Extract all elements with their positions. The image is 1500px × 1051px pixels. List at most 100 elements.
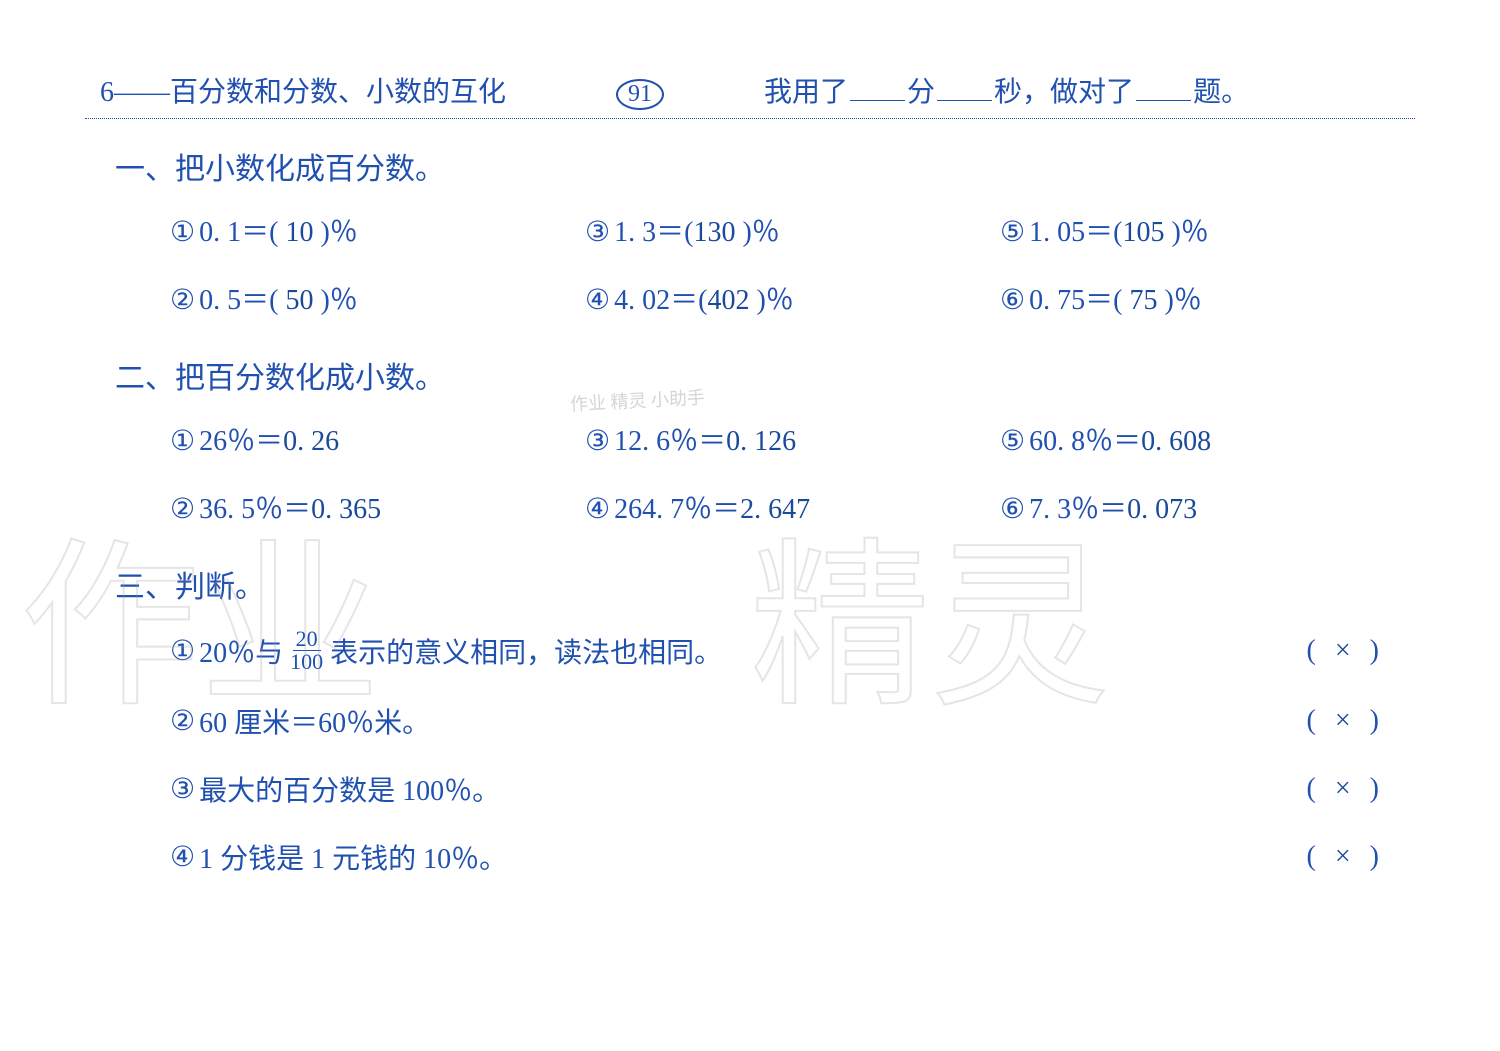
item-lhs: 264. 7％＝ [614,494,740,525]
item-lhs: 7. 3％＝ [1029,494,1127,525]
item-answer: 75 [1122,285,1164,316]
judge-item: ③ 最大的百分数是 100％。 ( × ) [170,769,1415,809]
item-answer: 0. 073 [1127,494,1197,525]
item-marker: ④ [170,840,195,874]
item-rhs: )％ [1171,217,1208,248]
judge-text: ④ 1 分钱是 1 元钱的 10％。 [170,837,507,877]
answer-mark: × [1335,635,1357,666]
judge-answer: ( × ) [1307,841,1415,873]
judge-text: ① 20％与 20 100 表示的意义相同，读法也相同。 [170,628,722,673]
section1-title: 一、把小数化成百分数。 [85,144,1415,188]
item-marker: ④ [585,283,610,317]
item-answer: 2. 647 [740,494,810,525]
judge-answer: ( × ) [1307,705,1415,737]
judge-answer: ( × ) [1307,773,1415,805]
item-answer: 0. 608 [1141,426,1211,457]
section2-title: 二、把百分数化成小数。 [85,353,1415,397]
judge-item: ④ 1 分钱是 1 元钱的 10％。 ( × ) [170,837,1415,877]
header-timer: 我用了 分 秒，做对了 题。 [764,70,1249,110]
item-answer: 0. 126 [726,426,796,457]
item-text: 最大的百分数是 100％。 [199,769,500,809]
item-answer: 0. 365 [311,494,381,525]
suffix-label: 题。 [1193,77,1249,108]
item-lhs: 1. 05＝( [1029,217,1122,248]
item-text: 60 厘米＝60％米。 [199,701,430,741]
second-label: 秒，做对了 [994,77,1134,108]
page-header: 6——百分数和分数、小数的互化 91 我用了 分 秒，做对了 题。 [85,70,1415,110]
item-marker: ② [170,704,195,738]
item-answer: 0. 26 [283,426,339,457]
judge-text: ③ 最大的百分数是 100％。 [170,769,500,809]
item-rhs: )％ [742,217,779,248]
problem-item: ②36. 5％＝0. 365 [170,487,585,527]
item-lhs: 36. 5％＝ [199,494,311,525]
item-text: 1 分钱是 1 元钱的 10％。 [199,837,507,877]
fraction-num: 20 [293,628,321,651]
item-lhs: 0. 5＝( [199,285,278,316]
item-answer: 402 [707,285,756,316]
judge-answer: ( × ) [1307,635,1415,667]
item-lhs: 1. 3＝( [614,217,693,248]
item-marker: ④ [585,492,610,526]
item-lhs: 12. 6％＝ [614,426,726,457]
problem-item: ①26％＝0. 26 [170,419,585,459]
problem-item: ④4. 02＝(402 )％ [585,278,1000,318]
section3-list: ① 20％与 20 100 表示的意义相同，读法也相同。 ( × ) ② 60 … [85,628,1415,877]
timer-prefix: 我用了 [764,77,848,108]
item-lhs: 0. 1＝( [199,217,278,248]
fraction: 20 100 [287,628,326,673]
blank-minute [850,73,905,101]
header-divider [85,118,1415,119]
item-answer: 10 [278,217,320,248]
problem-item: ④264. 7％＝2. 647 [585,487,1000,527]
fraction-den: 100 [287,651,326,673]
minute-label: 分 [907,77,935,108]
problem-item: ⑤1. 05＝(105 )％ [1000,210,1415,250]
blank-count [1136,73,1191,101]
problem-item: ⑥7. 3％＝0. 073 [1000,487,1415,527]
item-lhs: 4. 02＝( [614,285,707,316]
item-marker: ① [170,634,195,668]
problem-item: ②0. 5＝( 50 )％ [170,278,585,318]
item-marker: ③ [585,424,610,458]
judge-text: ② 60 厘米＝60％米。 [170,701,430,741]
judge-item: ① 20％与 20 100 表示的意义相同，读法也相同。 ( × ) [170,628,1415,673]
problem-item: ①0. 1＝( 10 )％ [170,210,585,250]
problem-item: ③1. 3＝(130 )％ [585,210,1000,250]
item-rhs: )％ [320,217,357,248]
item-answer: 50 [278,285,320,316]
item-marker: ⑥ [1000,283,1025,317]
item-lhs: 0. 75＝( [1029,285,1122,316]
problem-item: ③12. 6％＝0. 126 [585,419,1000,459]
section3-title: 三、判断。 [85,562,1415,606]
text-before: 20％与 [199,631,283,671]
item-rhs: )％ [1164,285,1201,316]
item-marker: ⑤ [1000,215,1025,249]
text-after: 表示的意义相同，读法也相同。 [330,631,722,671]
item-marker: ② [170,283,195,317]
answer-mark: × [1335,841,1357,872]
item-marker: ③ [170,772,195,806]
header-title: 6——百分数和分数、小数的互化 [100,70,506,110]
item-lhs: 26％＝ [199,426,283,457]
item-marker: ⑤ [1000,424,1025,458]
section1-grid: ①0. 1＝( 10 )％ ③1. 3＝(130 )％ ⑤1. 05＝(105 … [85,210,1415,318]
item-marker: ① [170,215,195,249]
answer-mark: × [1335,773,1357,804]
section2-grid: ①26％＝0. 26 ③12. 6％＝0. 126 ⑤60. 8％＝0. 608… [85,419,1415,527]
problem-item: ⑤60. 8％＝0. 608 [1000,419,1415,459]
judge-item: ② 60 厘米＝60％米。 ( × ) [170,701,1415,741]
item-rhs: )％ [756,285,793,316]
item-marker: ③ [585,215,610,249]
item-answer: 130 [693,217,742,248]
item-answer: 105 [1122,217,1171,248]
item-rhs: )％ [320,285,357,316]
page-number: 91 [616,79,664,110]
blank-second [937,73,992,101]
problem-item: ⑥0. 75＝( 75 )％ [1000,278,1415,318]
answer-mark: × [1335,705,1357,736]
item-lhs: 60. 8％＝ [1029,426,1141,457]
item-marker: ① [170,424,195,458]
item-marker: ⑥ [1000,492,1025,526]
item-marker: ② [170,492,195,526]
